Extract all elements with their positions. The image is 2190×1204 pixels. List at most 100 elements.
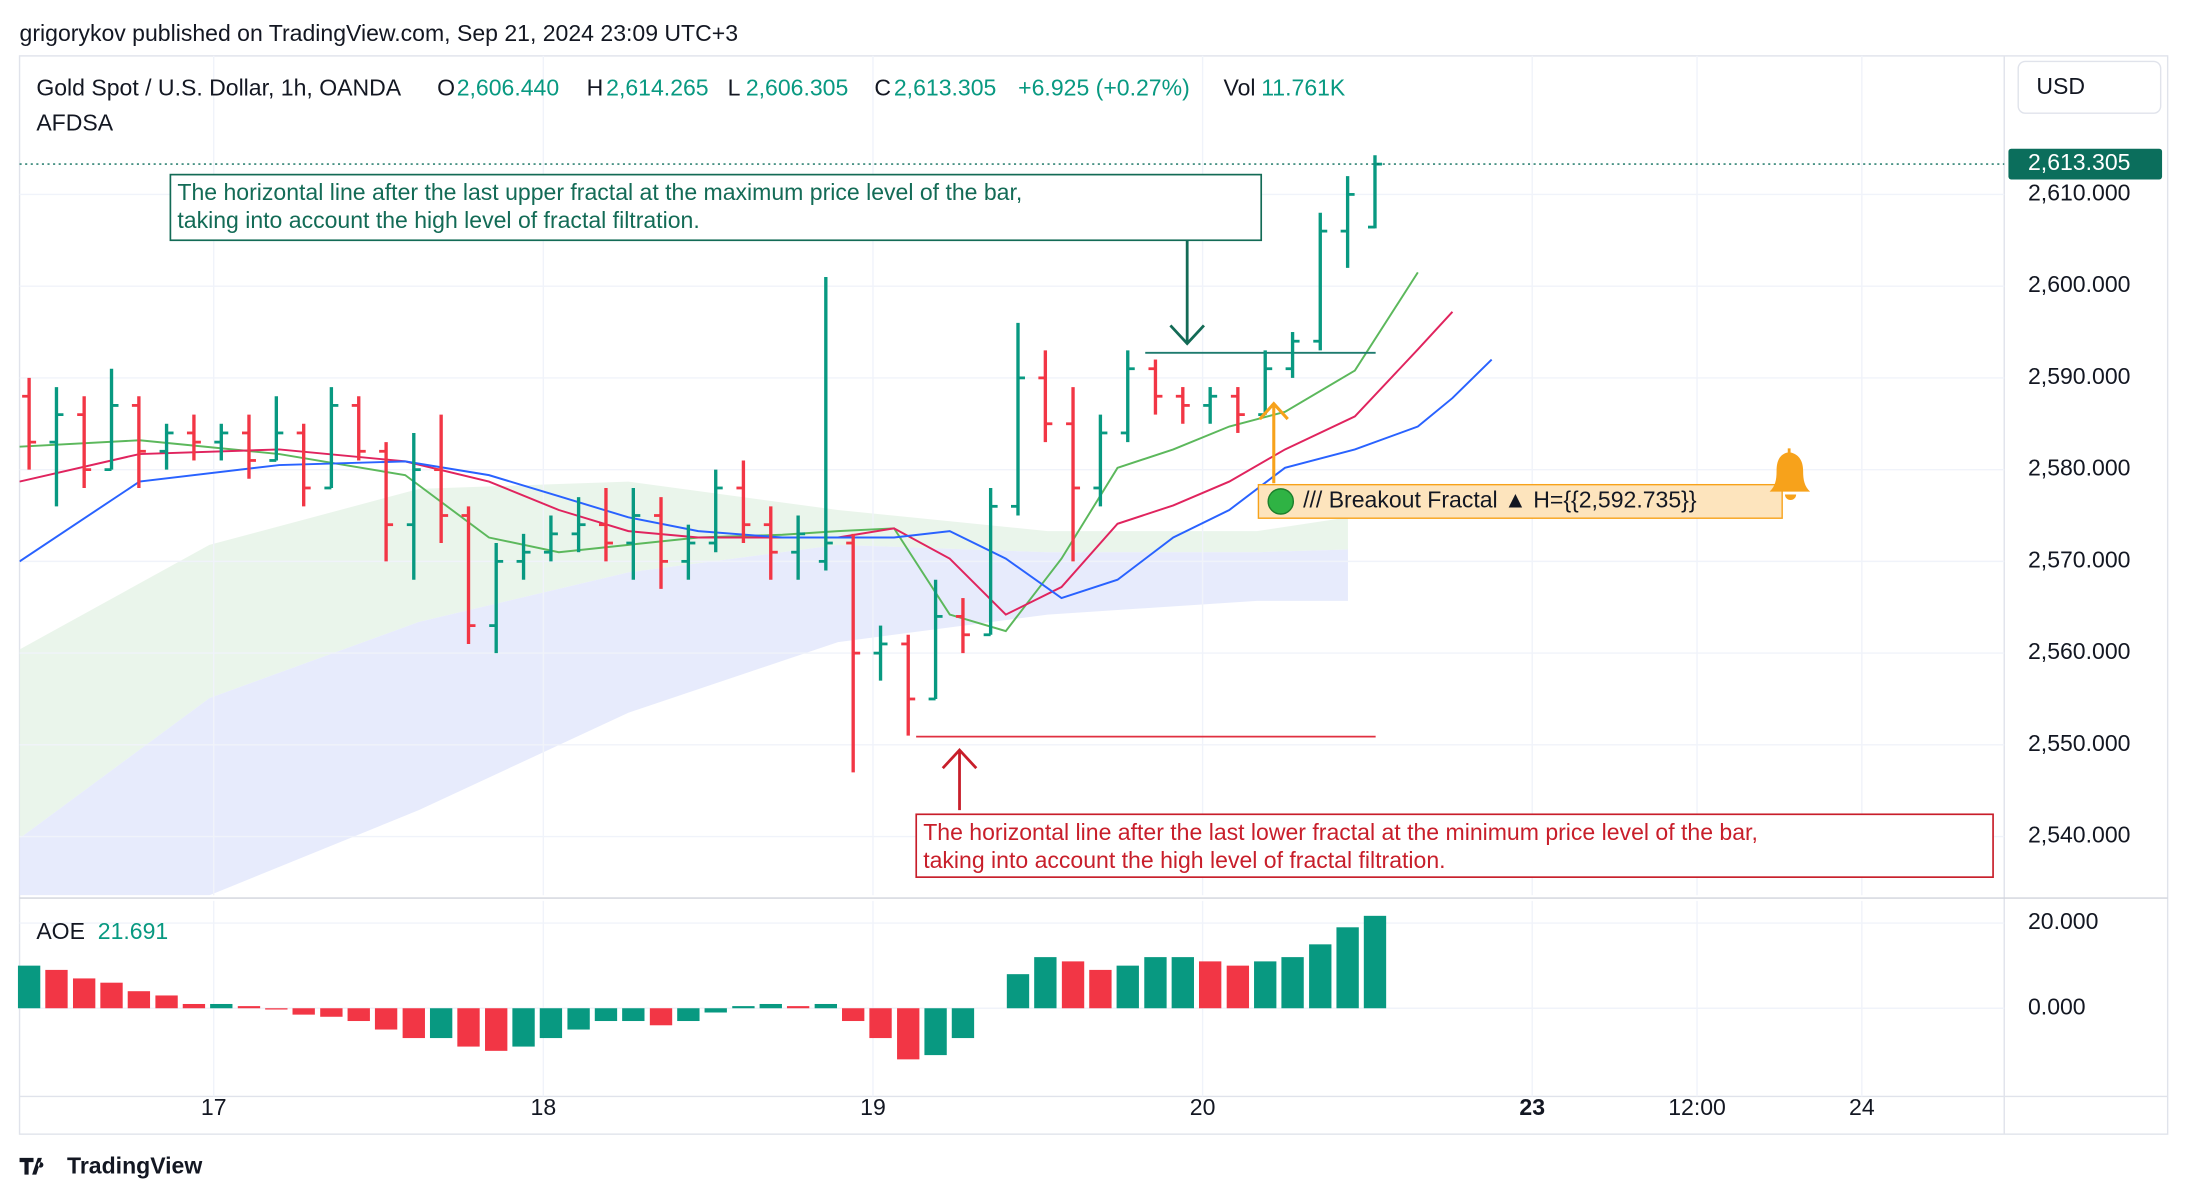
histogram-bar [842, 1008, 865, 1022]
annotation-box [915, 813, 1994, 878]
histogram-bar [594, 1008, 618, 1022]
currency-button[interactable] [2017, 60, 2162, 114]
byline: grigorykov published on TradingView.com,… [20, 20, 738, 46]
y-tick-label: 2,580.000 [2028, 455, 2130, 481]
histogram-bar [1281, 957, 1304, 1009]
histogram-bar [485, 1008, 508, 1051]
histogram-bar [1006, 974, 1030, 1009]
y-tick-label: 0.000 [2028, 993, 2086, 1019]
histogram-bar [1171, 957, 1194, 1009]
overlay-layer: 2,613.305 The horizontal line after the l… [19, 148, 2163, 878]
histogram-bar [100, 982, 123, 1009]
legend-key: O [437, 75, 455, 101]
histogram-bar [814, 1003, 837, 1009]
logo [19, 1157, 44, 1175]
histogram-bar [1116, 965, 1139, 1009]
annotation-text: taking into account the high level of fr… [177, 207, 699, 233]
histogram-bar [539, 1008, 563, 1039]
histogram-bar [1034, 957, 1057, 1009]
indicator-name: AOE [36, 918, 85, 944]
moving-average [19, 311, 1454, 616]
annotation-text: taking into account the high level of fr… [923, 847, 1445, 873]
histogram-bar [182, 1003, 206, 1009]
signal-text: /// Breakout Fractal ▲ H={{2,592.735}} [1303, 487, 1697, 513]
cloud-band [19, 481, 1348, 839]
histogram-bar [732, 1006, 755, 1009]
logo-mark [19, 1157, 44, 1175]
histogram-bar [924, 1008, 947, 1056]
histogram-bar [649, 1008, 673, 1026]
histogram-bar [1061, 961, 1085, 1009]
indicator-value: 21.691 [98, 918, 168, 944]
legend-value: 2,613.305 [894, 75, 996, 101]
annotation-text: The horizontal line after the last upper… [177, 179, 1022, 205]
y-tick-label: 2,590.000 [2028, 363, 2130, 389]
histogram-bar [897, 1008, 920, 1060]
histogram-bar [704, 1008, 727, 1013]
currency[interactable]: USD [2036, 73, 2085, 99]
histogram-bar [869, 1008, 892, 1039]
histogram-bar [320, 1008, 343, 1017]
histogram-bar [1363, 915, 1387, 1009]
price-layer [19, 155, 1493, 773]
histogram-bar [127, 991, 151, 1009]
y-tick-label: 2,610.000 [2028, 180, 2130, 206]
histogram-bar [210, 1003, 233, 1009]
brand: TradingView [67, 1153, 202, 1179]
legend-key: H [587, 75, 604, 101]
x-tick-label: 19 [860, 1094, 886, 1120]
annotation-box [169, 173, 1263, 242]
signal-dot [1267, 488, 1295, 515]
histogram-bar [374, 1008, 398, 1030]
y-tick-label: 2,560.000 [2028, 638, 2130, 664]
y-tick-label: 2,570.000 [2028, 546, 2130, 572]
histogram-bar [1336, 927, 1359, 1009]
histogram-bar [951, 1008, 975, 1039]
legend-value: 2,606.305 [746, 75, 848, 101]
legend-key: Vol [1223, 75, 1255, 101]
histogram-bar [677, 1008, 700, 1022]
histogram-bar [759, 1003, 782, 1009]
histogram-bar [1254, 961, 1277, 1009]
moving-average [19, 271, 1419, 633]
annotation-arrow [1169, 240, 1205, 346]
histogram-bar [1089, 969, 1112, 1009]
x-tick-label: 20 [1190, 1094, 1216, 1120]
histogram-bar [786, 1006, 810, 1009]
histogram-bar [265, 1008, 288, 1010]
y-tick-label: 2,600.000 [2028, 271, 2130, 297]
legend-value: 11.761K [1261, 75, 1346, 101]
legend-value: 2,614.265 [606, 75, 708, 101]
bands-layer [19, 481, 1348, 896]
legend-change: +6.925 (+0.27%) [1018, 75, 1190, 101]
chart-frame [18, 55, 2169, 1135]
legend-key: L [728, 75, 741, 101]
histogram-bar [1198, 961, 1222, 1009]
histogram-bar [1144, 957, 1167, 1009]
last-price-label: 2,613.305 [2028, 149, 2130, 175]
histogram-bar [45, 969, 68, 1009]
study-name: AFDSA [36, 109, 113, 135]
histogram-bar [622, 1008, 645, 1022]
histogram-bar [457, 1008, 480, 1047]
histogram-bar [292, 1008, 315, 1015]
histogram-bar [567, 1008, 590, 1030]
y-tick-label: 2,540.000 [2028, 822, 2130, 848]
annotation-text: The horizontal line after the last lower… [923, 819, 1758, 845]
cloud-band [19, 544, 1348, 896]
x-tick-label: 12:00 [1668, 1094, 1726, 1120]
histogram-bar [237, 1006, 261, 1009]
y-tick-label: 2,550.000 [2028, 730, 2130, 756]
histogram-bar [1226, 965, 1250, 1009]
histogram-bar [155, 995, 178, 1009]
x-tick-label: 18 [531, 1094, 557, 1120]
legend-key: C [874, 75, 891, 101]
signal-arrow [1258, 401, 1289, 484]
moving-average [19, 358, 1493, 600]
x-tick-label: 17 [201, 1094, 227, 1120]
legend-value: 2,606.440 [457, 75, 559, 101]
x-tick-label: 23 [1519, 1094, 1545, 1120]
histogram-bar [347, 1008, 370, 1022]
x-tick-label: 24 [1849, 1094, 1875, 1120]
